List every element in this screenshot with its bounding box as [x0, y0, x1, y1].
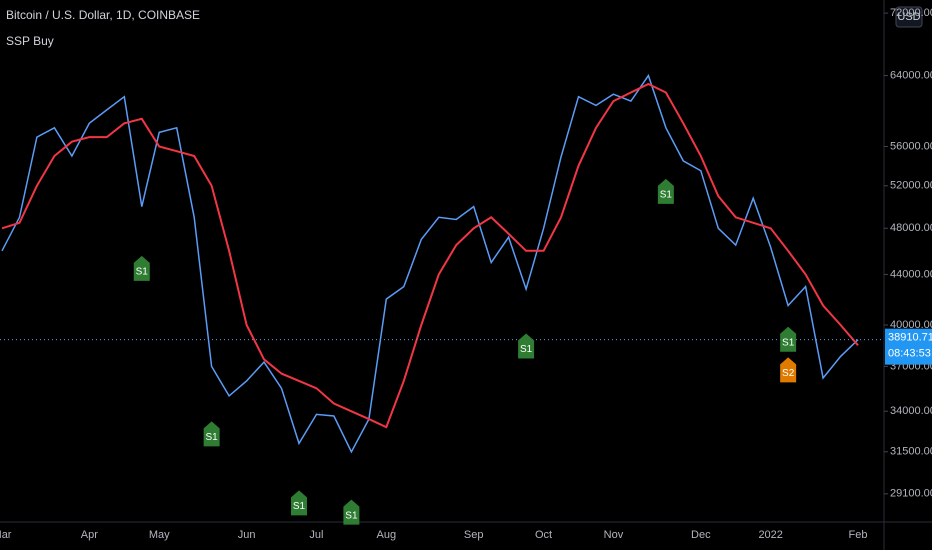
- x-tick-label: Jun: [238, 529, 256, 541]
- signal-marker: [290, 490, 307, 516]
- y-tick-label: 34000.00: [890, 405, 932, 417]
- price-line: [1, 82, 859, 429]
- x-tick-label: Feb: [849, 529, 868, 541]
- x-tick-label: Sep: [464, 529, 484, 541]
- signal-label: S1: [660, 189, 673, 200]
- signal-marker: [780, 357, 797, 383]
- x-tick-label: Mar: [0, 529, 12, 541]
- signal-marker: [343, 499, 360, 525]
- currency-button[interactable]: [895, 6, 923, 28]
- signal-label: S1: [136, 267, 149, 278]
- signal-label: S1: [345, 510, 358, 521]
- price-line: [1, 73, 859, 454]
- y-tick-label: 64000.00: [890, 70, 932, 82]
- signal-label: S1: [782, 337, 795, 348]
- y-tick-label: 48000.00: [890, 222, 932, 234]
- x-tick-label: Dec: [691, 529, 711, 541]
- x-tick-label: May: [149, 529, 170, 541]
- signal-label: S1: [520, 344, 533, 355]
- signal-marker: [203, 421, 220, 447]
- x-tick-label: Aug: [377, 529, 397, 541]
- y-tick-label: 44000.00: [890, 268, 932, 280]
- x-tick-label: Nov: [604, 529, 624, 541]
- y-tick-label: 52000.00: [890, 180, 932, 192]
- y-tick-label: 72000.00: [890, 7, 932, 19]
- y-tick-label: 56000.00: [890, 140, 932, 152]
- signal-marker: [133, 255, 150, 281]
- y-tick-label: 29100.00: [890, 488, 932, 500]
- x-tick-label: Oct: [535, 529, 552, 541]
- chart-title: Bitcoin / U.S. Dollar, 1D, COINBASE: [6, 8, 200, 22]
- last-price-label: 38910.71: [888, 332, 932, 344]
- signal-label: S2: [782, 368, 795, 379]
- signal-marker: [657, 178, 674, 204]
- signal-marker: [780, 326, 797, 352]
- signal-marker: [518, 333, 535, 359]
- x-tick-label: 2022: [758, 529, 782, 541]
- x-tick-label: Jul: [309, 529, 323, 541]
- y-tick-label: 31500.00: [890, 446, 932, 458]
- y-tick-label: 40000.00: [890, 319, 932, 331]
- x-tick-label: Apr: [81, 529, 98, 541]
- countdown: 08:43:53: [888, 348, 931, 360]
- currency-label[interactable]: USD: [897, 11, 920, 23]
- indicator-name: SSP Buy: [6, 34, 54, 48]
- last-price-box: [885, 328, 932, 365]
- signal-label: S1: [206, 432, 219, 443]
- signal-label: S1: [293, 501, 306, 512]
